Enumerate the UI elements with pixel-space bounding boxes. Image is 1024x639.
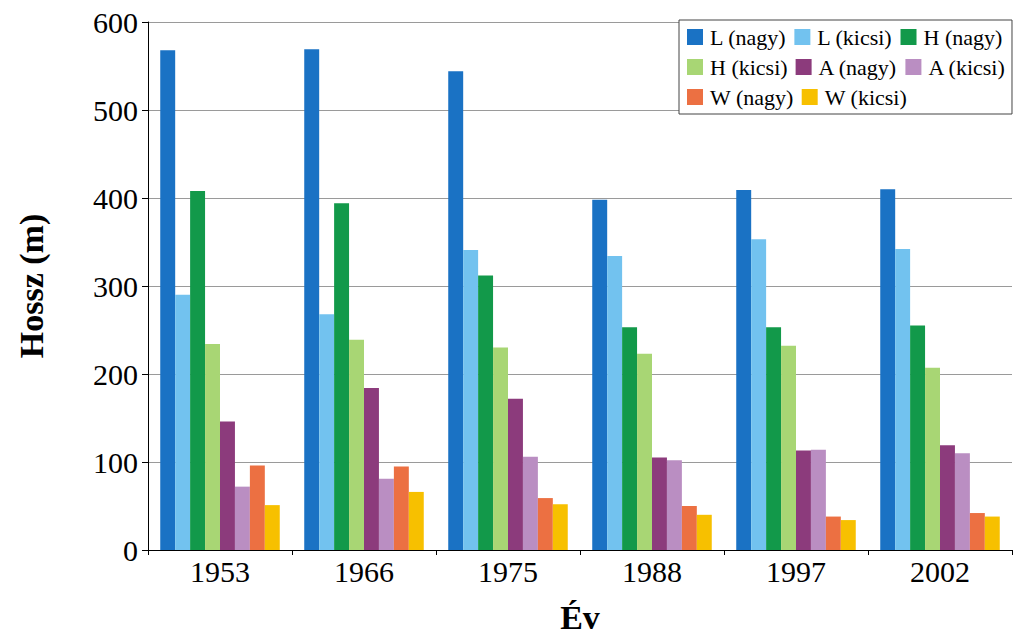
svg-text:1997: 1997 bbox=[766, 555, 826, 588]
svg-text:100: 100 bbox=[93, 446, 138, 479]
svg-text:Év: Év bbox=[560, 599, 600, 636]
svg-text:H (kicsi): H (kicsi) bbox=[710, 55, 788, 80]
svg-text:W (kicsi): W (kicsi) bbox=[825, 85, 907, 110]
svg-text:300: 300 bbox=[93, 270, 138, 303]
svg-text:400: 400 bbox=[93, 182, 138, 215]
svg-text:600: 600 bbox=[93, 6, 138, 39]
svg-text:Hossz (m): Hossz (m) bbox=[13, 214, 51, 358]
svg-text:500: 500 bbox=[93, 94, 138, 127]
svg-text:1975: 1975 bbox=[478, 555, 538, 588]
svg-text:W (nagy): W (nagy) bbox=[710, 85, 793, 110]
svg-text:H (nagy): H (nagy) bbox=[924, 25, 1003, 50]
svg-text:2002: 2002 bbox=[910, 555, 970, 588]
svg-text:L (nagy): L (nagy) bbox=[710, 25, 786, 50]
svg-text:1953: 1953 bbox=[190, 555, 250, 588]
svg-text:1966: 1966 bbox=[334, 555, 394, 588]
svg-text:A (kicsi): A (kicsi) bbox=[928, 55, 1004, 80]
svg-text:A (nagy): A (nagy) bbox=[819, 55, 897, 80]
svg-text:L (kicsi): L (kicsi) bbox=[817, 25, 891, 50]
svg-text:1988: 1988 bbox=[622, 555, 682, 588]
svg-text:200: 200 bbox=[93, 358, 138, 391]
svg-text:0: 0 bbox=[123, 534, 138, 567]
